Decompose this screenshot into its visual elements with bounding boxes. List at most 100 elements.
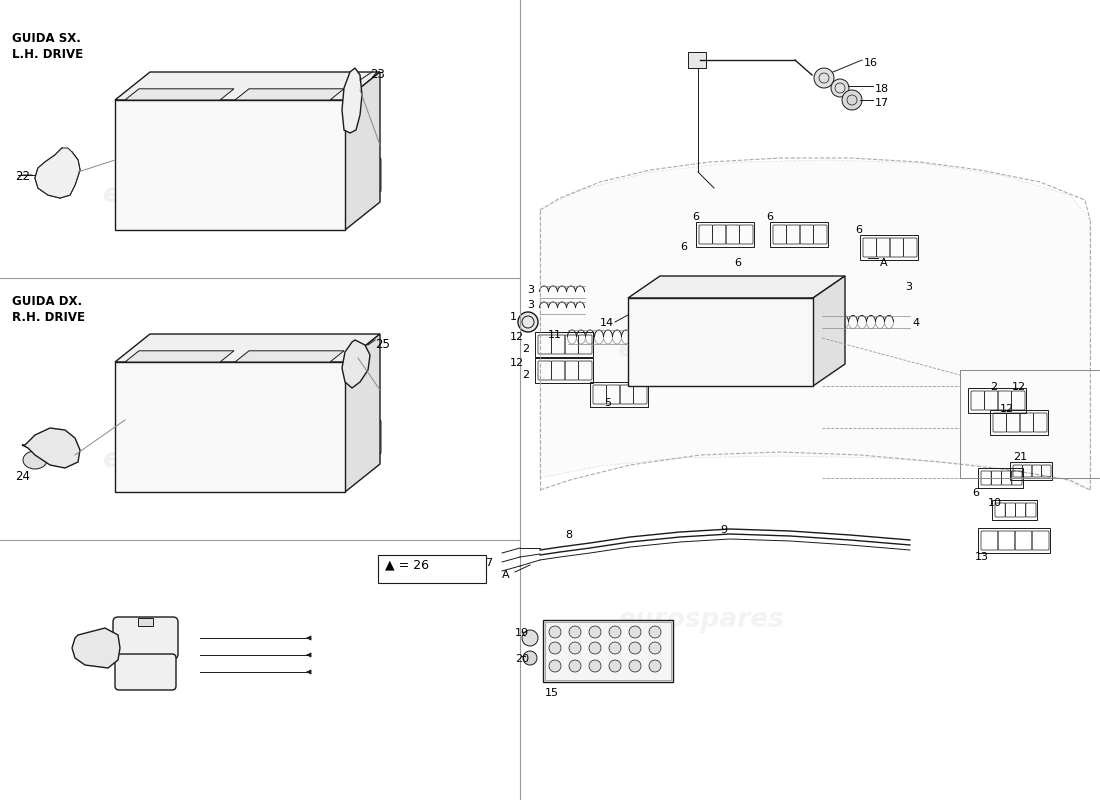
Text: 6: 6 — [692, 212, 698, 222]
Text: 20: 20 — [515, 654, 529, 664]
Text: 2: 2 — [522, 370, 529, 380]
Circle shape — [222, 192, 228, 198]
Bar — [346, 120, 378, 155]
Text: 15: 15 — [544, 688, 559, 698]
Bar — [978, 528, 1050, 553]
Polygon shape — [125, 89, 234, 100]
Circle shape — [152, 439, 188, 475]
Polygon shape — [345, 72, 379, 230]
Text: 18: 18 — [874, 84, 889, 94]
Text: 12: 12 — [510, 332, 524, 342]
FancyBboxPatch shape — [177, 415, 231, 457]
Text: eurospares: eurospares — [617, 337, 783, 363]
FancyBboxPatch shape — [630, 337, 671, 371]
Text: 2: 2 — [990, 382, 997, 392]
Polygon shape — [342, 68, 362, 133]
Text: 13: 13 — [975, 552, 989, 562]
Bar — [688, 52, 706, 68]
Text: L.H. DRIVE: L.H. DRIVE — [12, 48, 84, 61]
Polygon shape — [813, 276, 845, 386]
Text: 19: 19 — [515, 628, 529, 638]
Polygon shape — [342, 340, 370, 388]
Polygon shape — [116, 72, 380, 100]
Circle shape — [518, 312, 538, 332]
Bar — [544, 622, 671, 680]
Circle shape — [569, 626, 581, 638]
Text: eurospares: eurospares — [617, 607, 783, 633]
Circle shape — [549, 626, 561, 638]
Polygon shape — [125, 350, 234, 362]
Bar — [535, 358, 593, 383]
Bar — [960, 370, 1100, 478]
Bar — [860, 235, 918, 260]
Circle shape — [549, 642, 561, 654]
Bar — [378, 555, 486, 583]
Text: 2: 2 — [522, 344, 529, 354]
Bar — [131, 376, 214, 402]
Text: 21: 21 — [1013, 452, 1027, 462]
Circle shape — [167, 454, 173, 460]
Circle shape — [728, 361, 752, 385]
Circle shape — [629, 626, 641, 638]
PathPatch shape — [540, 160, 1090, 490]
Text: 12: 12 — [1000, 404, 1014, 414]
Ellipse shape — [342, 384, 366, 400]
Bar — [236, 108, 337, 146]
Text: A: A — [880, 258, 888, 268]
FancyBboxPatch shape — [725, 337, 766, 371]
Text: 7: 7 — [485, 558, 492, 568]
Bar — [131, 114, 214, 140]
FancyBboxPatch shape — [177, 153, 231, 195]
Circle shape — [678, 361, 702, 385]
Text: 3: 3 — [527, 285, 534, 295]
FancyBboxPatch shape — [290, 415, 344, 457]
Circle shape — [569, 660, 581, 672]
Bar — [735, 308, 800, 330]
Polygon shape — [35, 148, 80, 198]
Circle shape — [522, 651, 537, 665]
Text: 24: 24 — [15, 470, 30, 483]
Circle shape — [167, 192, 173, 198]
Polygon shape — [235, 89, 344, 100]
FancyBboxPatch shape — [120, 153, 174, 195]
Circle shape — [609, 626, 622, 638]
Circle shape — [842, 90, 862, 110]
Circle shape — [649, 642, 661, 654]
Polygon shape — [116, 362, 345, 492]
Text: eurospares: eurospares — [101, 447, 268, 473]
Bar — [978, 468, 1023, 488]
Text: 14: 14 — [600, 318, 614, 328]
Bar — [138, 618, 153, 626]
Text: 8: 8 — [565, 530, 572, 540]
FancyBboxPatch shape — [290, 153, 344, 195]
Circle shape — [549, 660, 561, 672]
Circle shape — [609, 642, 622, 654]
Text: 6: 6 — [972, 488, 979, 498]
Circle shape — [649, 660, 661, 672]
Bar — [346, 382, 378, 417]
Circle shape — [830, 79, 849, 97]
FancyBboxPatch shape — [113, 617, 178, 659]
Circle shape — [588, 642, 601, 654]
Circle shape — [207, 439, 243, 475]
Text: R.H. DRIVE: R.H. DRIVE — [12, 311, 85, 324]
FancyBboxPatch shape — [116, 654, 176, 690]
Bar — [535, 332, 593, 357]
Polygon shape — [628, 276, 845, 298]
Polygon shape — [22, 428, 80, 468]
FancyBboxPatch shape — [234, 153, 288, 195]
Text: 23: 23 — [370, 68, 385, 81]
Circle shape — [207, 177, 243, 213]
Polygon shape — [72, 628, 120, 668]
Bar — [1010, 462, 1052, 480]
Bar — [270, 195, 315, 225]
FancyBboxPatch shape — [770, 337, 811, 371]
Polygon shape — [628, 298, 813, 386]
FancyBboxPatch shape — [120, 415, 174, 457]
Text: 6: 6 — [734, 258, 741, 268]
Text: 12: 12 — [510, 358, 524, 368]
Ellipse shape — [341, 135, 363, 151]
Text: A: A — [502, 570, 509, 580]
Circle shape — [609, 660, 622, 672]
Text: eurospares: eurospares — [101, 182, 268, 208]
